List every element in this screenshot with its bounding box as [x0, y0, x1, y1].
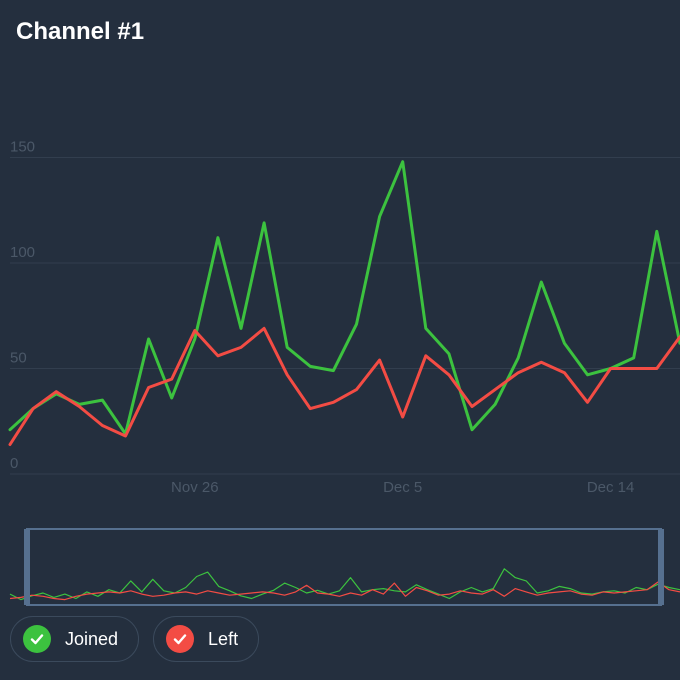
check-icon: [166, 625, 195, 653]
page-title: Channel #1: [16, 18, 145, 45]
navigator-line-joined: [9, 568, 680, 601]
legend-toggle-left[interactable]: Left: [153, 616, 260, 662]
chart-grid: [10, 157, 680, 475]
x-tick-label: Nov 26: [171, 479, 219, 496]
legend-label-joined: Joined: [65, 628, 119, 649]
y-tick-label: 50: [10, 350, 27, 367]
series-line-joined: [8, 160, 680, 436]
legend-toggle-joined[interactable]: Joined: [10, 616, 140, 662]
navigator-handle-right[interactable]: [658, 529, 664, 605]
main-series: [8, 160, 680, 446]
navigator-window[interactable]: [26, 528, 662, 606]
legend: Joined Left: [10, 616, 260, 662]
navigator-handle-left[interactable]: [24, 529, 30, 605]
x-tick-label: Dec 5: [383, 479, 422, 496]
y-tick-label: 150: [10, 139, 35, 156]
y-tick-label: 100: [10, 244, 35, 261]
x-tick-label: Dec 14: [587, 479, 635, 496]
navigator-line-left: [9, 581, 680, 601]
navigator-series: [9, 568, 680, 601]
navigator[interactable]: [9, 528, 680, 606]
check-icon: [23, 625, 51, 653]
y-axis-ticks: 0 50 100 150: [10, 139, 35, 473]
y-tick-label: 0: [10, 455, 18, 472]
x-axis-ticks: Nov 26 Dec 5 Dec 14: [171, 479, 634, 496]
series-line-left: [8, 326, 680, 446]
legend-label-left: Left: [208, 628, 239, 649]
